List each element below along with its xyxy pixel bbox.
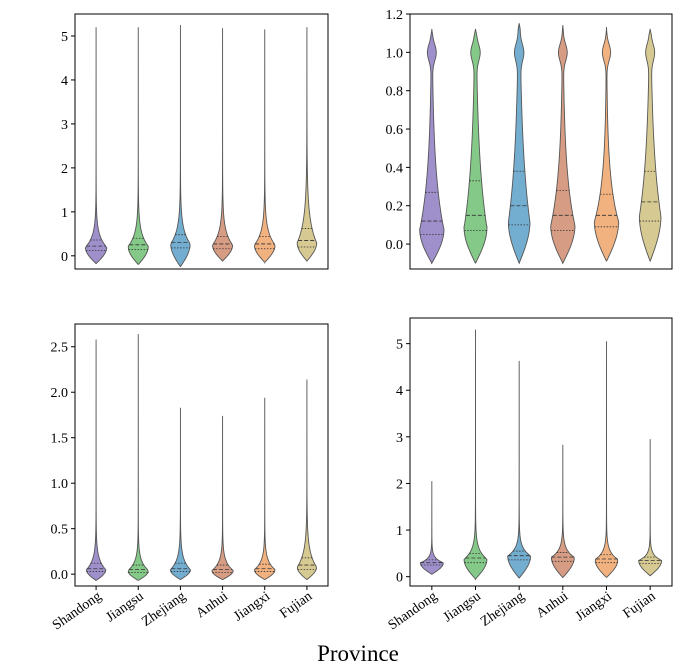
y-tick-label: 0.5 <box>51 523 69 538</box>
violin-zhejiang <box>169 407 192 581</box>
x-tick-label-jiangxi: Jiangxi <box>231 589 273 625</box>
violin-anhui <box>212 28 234 262</box>
y-tick-label: 3 <box>61 118 68 133</box>
y-tick-label: 0 <box>61 250 68 265</box>
panel-b: 0.0 0.2 0.4 0.6 0.8 1.0 1.2 <box>386 8 673 270</box>
violin-jiangxi <box>593 26 620 262</box>
y-tick-label: 1 <box>396 524 403 539</box>
y-tick-label: 4 <box>396 384 403 399</box>
y-tick-label: 2 <box>61 162 68 177</box>
y-tick-label: 1.0 <box>51 477 69 492</box>
y-tick-label: 1.2 <box>386 8 404 23</box>
violin-jiangsu <box>127 27 149 265</box>
violin-jiangsu <box>463 329 488 581</box>
plot-frame <box>74 323 329 587</box>
x-tick-label-jiangsu: Jiangsu <box>441 589 484 625</box>
violin-zhejiang <box>507 360 532 579</box>
y-tick-label: 2.0 <box>51 386 69 401</box>
y-tick-label: 0.6 <box>386 123 404 138</box>
violin-fujian <box>638 439 663 577</box>
y-tick-label: 1 <box>61 206 68 221</box>
y-tick-label: 3 <box>396 431 403 446</box>
violin-shandong <box>419 481 444 575</box>
violin-jiangxi <box>594 341 619 579</box>
violin-anhui <box>550 25 576 265</box>
y-tick-label: 2 <box>396 477 403 492</box>
y-tick-label: 0.2 <box>386 200 404 215</box>
plot-frame <box>74 13 329 270</box>
y-tick-label: 1.0 <box>386 46 404 61</box>
plot-frame <box>409 13 673 270</box>
y-tick-label: 0 <box>396 571 403 586</box>
plot-frame <box>409 317 673 587</box>
x-tick-label-anhui: Anhui <box>194 589 231 621</box>
y-tick-label: 5 <box>61 30 68 45</box>
violin-fujian <box>296 379 317 581</box>
x-tick-label-fujian: Fujian <box>277 589 315 622</box>
y-tick-label: 5 <box>396 338 403 353</box>
panel-a: 0 1 2 3 4 5 <box>61 13 329 270</box>
violin-jiangsu <box>127 334 149 581</box>
x-tick-label-jiangxi: Jiangxi <box>573 589 615 625</box>
x-tick-label-fujian: Fujian <box>621 589 659 622</box>
violin-jiangxi <box>254 29 276 264</box>
violin-jiangxi <box>254 397 276 581</box>
violin-zhejiang <box>170 24 191 268</box>
x-axis-label: Province <box>317 641 399 666</box>
x-tick-label-shandong: Shandong <box>386 589 440 633</box>
violin-fujian <box>638 28 662 262</box>
y-tick-label: 2.5 <box>51 341 69 356</box>
y-tick-label: 4 <box>61 74 68 89</box>
x-tick-label-zhejiang: Zhejiang <box>478 589 527 630</box>
x-tick-label-anhui: Anhui <box>534 589 571 621</box>
y-tick-label: 0.8 <box>386 85 404 100</box>
x-tick-label-shandong: Shandong <box>50 589 104 633</box>
y-tick-label: 0.0 <box>386 238 404 253</box>
violin-shandong <box>85 339 107 581</box>
x-tick-label-zhejiang: Zhejiang <box>139 589 188 630</box>
violin-zhejiang <box>507 23 531 265</box>
violin-fujian <box>296 27 318 262</box>
y-tick-label: 0.4 <box>386 161 404 176</box>
y-tick-label: 0.0 <box>51 568 69 583</box>
violin-shandong <box>84 27 108 265</box>
violin-jiangsu <box>463 28 488 264</box>
violin-anhui <box>211 415 234 581</box>
y-tick-label: 1.5 <box>51 432 69 447</box>
violin-anhui <box>550 444 575 579</box>
violin-shandong <box>419 28 445 264</box>
